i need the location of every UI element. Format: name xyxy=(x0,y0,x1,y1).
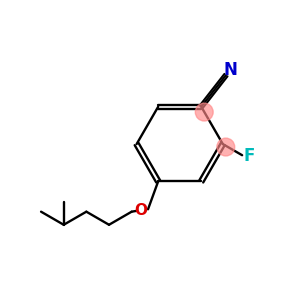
Text: N: N xyxy=(223,61,237,79)
Circle shape xyxy=(195,103,213,121)
Text: F: F xyxy=(244,147,255,165)
Text: O: O xyxy=(134,203,147,218)
Circle shape xyxy=(217,138,235,156)
